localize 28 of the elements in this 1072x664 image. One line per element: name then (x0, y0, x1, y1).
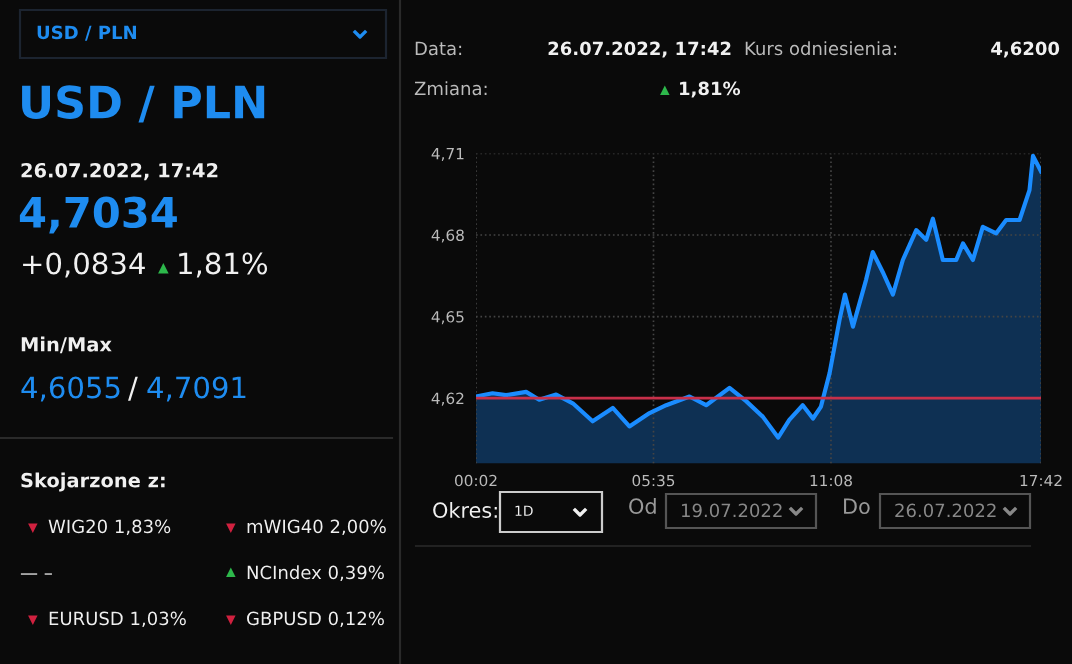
text: GBPUSD 0,12% (247, 611, 384, 628)
text: 1,81% (680, 81, 741, 98)
text: Skojarzone z: (21, 472, 165, 492)
text: Do (844, 498, 870, 515)
text: — – (20, 573, 52, 575)
text: Od (629, 497, 656, 515)
text: NCIndex 0,39% (247, 565, 384, 582)
text: USD / PLN (37, 25, 137, 41)
text: Min/Max (21, 336, 112, 354)
text: 4,7091 (147, 376, 246, 402)
text: WIG20 1,83% (48, 519, 171, 536)
text: mWIG40 2,00% (247, 519, 386, 536)
text: Okres: (433, 501, 497, 519)
text: Kurs odniesienia: (745, 41, 897, 56)
text: +0,0834 (23, 252, 145, 278)
text: 4,7034 (19, 196, 177, 234)
text: 26.07.2022, 17:42 (548, 41, 731, 58)
text: Zmiana: (414, 81, 487, 96)
text: 4,6055 (21, 376, 120, 402)
text: USD / PLN (22, 85, 265, 123)
text: 26.07.2022 (895, 503, 996, 518)
text: 19.07.2022 (681, 503, 782, 518)
text: EURUSD 1,03% (49, 611, 186, 628)
text: Data: (415, 41, 462, 56)
text: 4,6200 (991, 41, 1060, 58)
text: / (128, 376, 138, 401)
text: 1,81% (179, 252, 268, 278)
text: 26.07.2022, 17:42 (21, 162, 218, 181)
